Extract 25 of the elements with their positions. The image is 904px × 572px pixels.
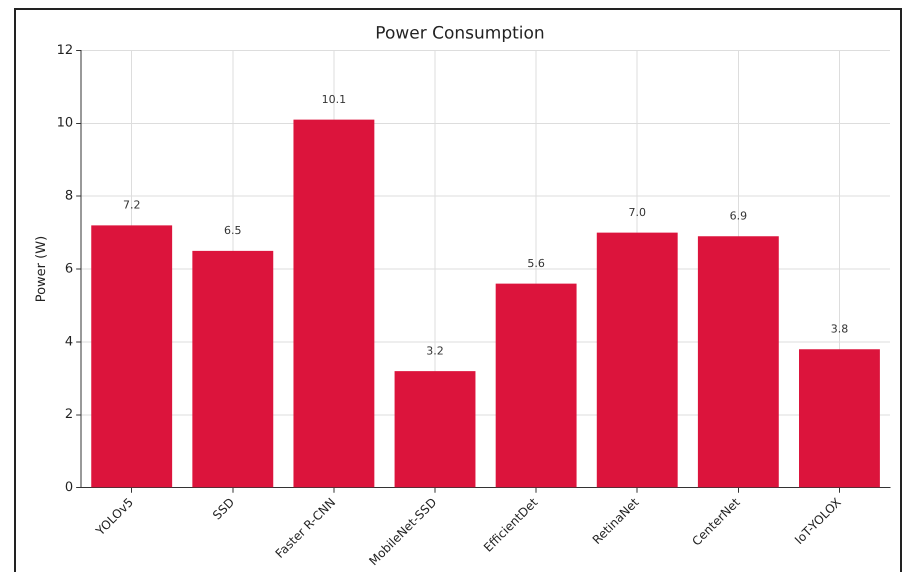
chart-title: Power Consumption [375,24,545,44]
data-label: 10.1 [322,93,346,106]
bar [192,250,274,488]
y-tick-label: 12 [56,42,74,58]
data-label: 3.8 [830,322,848,336]
data-label: 6.9 [730,210,748,223]
data-label: 7.0 [628,206,646,219]
data-label: 6.5 [224,224,242,238]
bar [799,349,880,488]
data-label: 7.2 [122,198,140,212]
bar [698,236,779,488]
bar [496,284,577,488]
data-label: 5.6 [527,256,545,270]
y-tick-label: 10 [56,116,74,131]
y-tick-label: 0 [64,480,74,496]
y-tick-label: 6 [64,261,74,276]
bar [91,225,172,488]
y-tick-label: 8 [64,188,74,204]
y-tick-label: 2 [64,407,74,422]
y-axis-title: Power (W) [34,236,50,302]
bar [394,371,476,488]
bar [293,120,374,488]
y-tick-label: 4 [64,334,74,350]
bar [596,232,678,488]
data-label: 3.2 [426,344,444,358]
